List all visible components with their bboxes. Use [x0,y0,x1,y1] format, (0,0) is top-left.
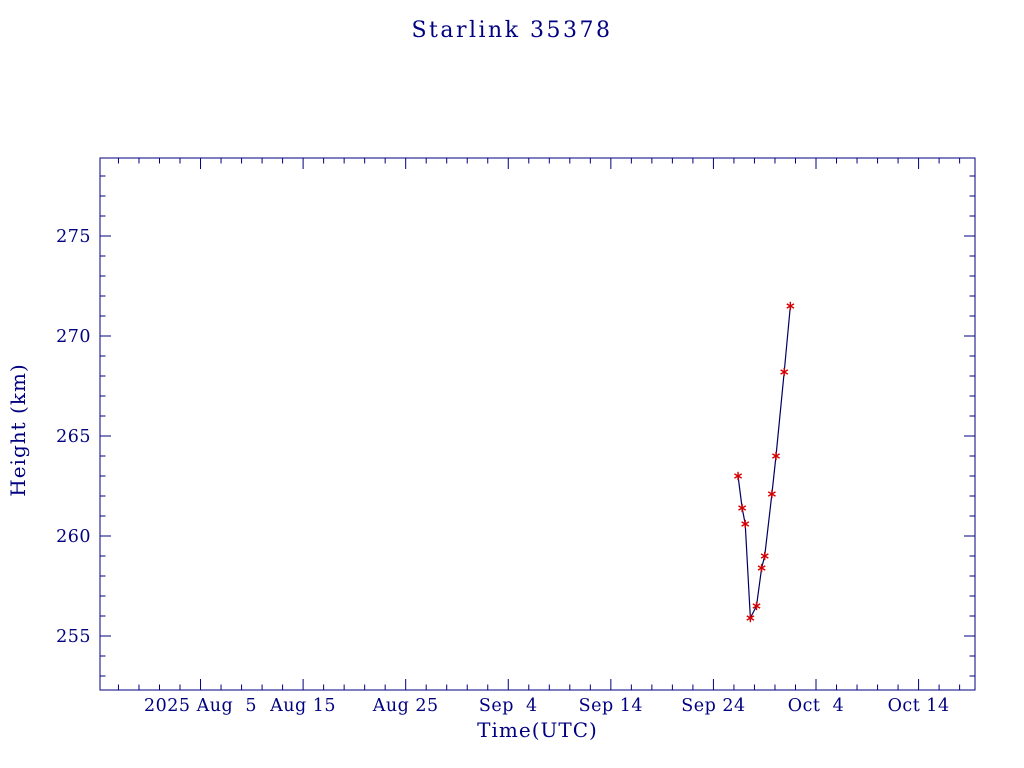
data-point-marker [767,491,776,497]
data-point-marker [757,565,766,571]
data-point-marker [741,521,750,527]
x-tick-label: Sep 14 [579,696,643,716]
x-tick-label: Sep 24 [681,696,745,716]
x-tick-label: 2025 Aug 5 [144,696,257,716]
x-tick-label: Sep 4 [479,696,538,716]
x-tick-label: Oct 4 [788,696,844,716]
x-axis-label: Time(UTC) [477,718,598,742]
data-point-marker [752,603,761,609]
x-tick-label: Oct 14 [888,696,950,716]
y-tick-label: 260 [56,527,91,547]
data-point-marker [746,615,755,621]
data-point-marker [772,453,780,459]
y-tick-label: 265 [56,427,91,447]
data-point-marker [760,553,769,559]
y-tick-label: 270 [56,327,91,347]
data-point-marker [780,369,789,375]
data-point-marker [734,473,743,479]
x-tick-label: Aug 25 [372,696,439,716]
x-tick-label: Aug 15 [269,696,336,716]
data-point-marker [786,303,795,309]
y-tick-label: 275 [56,227,91,247]
height-series-line [737,305,791,621]
chart-title: Starlink 35378 [411,18,613,43]
data-point-marker [738,505,747,511]
y-tick-label: 255 [56,627,91,647]
plot-frame [99,157,976,691]
